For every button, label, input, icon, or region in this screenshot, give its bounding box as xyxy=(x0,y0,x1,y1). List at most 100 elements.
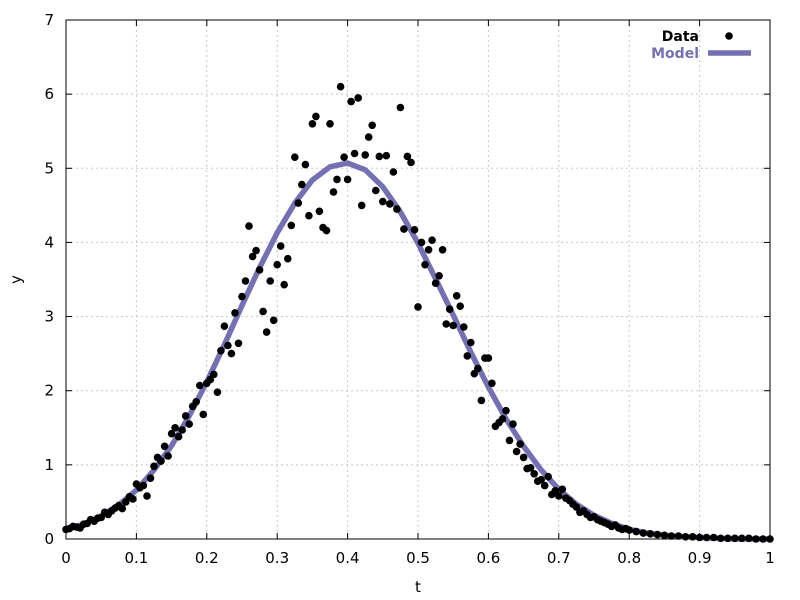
data-point xyxy=(526,464,535,472)
data-point xyxy=(414,303,422,311)
data-point xyxy=(695,533,704,542)
data-point xyxy=(702,533,711,542)
data-point xyxy=(357,201,366,210)
legend-data-marker xyxy=(725,32,733,40)
data-point xyxy=(157,457,165,465)
data-point xyxy=(266,277,275,285)
data-point xyxy=(224,341,232,350)
data-point xyxy=(333,175,341,184)
data-point xyxy=(667,532,676,540)
data-point xyxy=(660,531,669,540)
data-point xyxy=(364,133,373,141)
data-point xyxy=(196,381,204,390)
data-point xyxy=(252,246,260,255)
data-point xyxy=(417,238,426,247)
data-point xyxy=(477,396,486,405)
data-point xyxy=(498,415,507,423)
data-point xyxy=(530,470,538,478)
data-point xyxy=(421,260,429,269)
data-point xyxy=(375,152,384,161)
y-tick-label: 3 xyxy=(44,308,54,326)
data-point xyxy=(674,532,683,540)
data-point xyxy=(305,211,313,220)
data-point xyxy=(653,530,662,539)
data-point xyxy=(558,485,567,494)
x-tick-label: 0.3 xyxy=(265,549,289,567)
data-point xyxy=(210,370,218,379)
data-point xyxy=(146,474,155,483)
data-point xyxy=(312,112,320,121)
data-point xyxy=(759,535,767,543)
data-point xyxy=(509,420,517,428)
data-point xyxy=(709,533,718,542)
data-point xyxy=(372,186,380,195)
data-point xyxy=(227,349,236,358)
data-point xyxy=(139,481,148,490)
data-point xyxy=(241,277,250,285)
data-point xyxy=(336,82,345,91)
data-point xyxy=(766,535,774,543)
x-tick-label: 0.2 xyxy=(195,549,219,567)
data-point xyxy=(555,492,563,500)
x-tick-label: 0.7 xyxy=(547,549,571,567)
data-point xyxy=(396,103,405,112)
data-point xyxy=(428,236,436,244)
x-tick-label: 0.6 xyxy=(476,549,500,567)
data-point xyxy=(217,346,225,355)
data-point xyxy=(379,197,387,206)
data-point xyxy=(164,452,172,460)
data-point xyxy=(519,453,528,462)
data-point xyxy=(407,158,415,167)
data-point xyxy=(745,534,753,543)
data-point xyxy=(540,481,549,490)
data-point xyxy=(167,429,176,438)
data-point xyxy=(752,535,760,543)
data-point xyxy=(350,149,359,158)
data-point xyxy=(294,199,303,207)
data-point xyxy=(716,534,725,543)
data-point xyxy=(178,426,186,434)
data-point xyxy=(516,440,524,448)
data-point xyxy=(435,272,443,280)
data-point xyxy=(259,307,267,316)
data-point xyxy=(118,504,127,513)
data-point xyxy=(181,412,190,420)
data-point xyxy=(347,97,355,106)
data-point xyxy=(322,226,331,235)
data-point xyxy=(273,260,282,269)
data-point xyxy=(681,533,690,541)
data-point xyxy=(688,533,697,541)
data-point xyxy=(160,442,169,451)
data-point xyxy=(150,462,158,471)
data-point xyxy=(639,529,648,537)
data-point xyxy=(276,242,285,250)
data-point xyxy=(463,352,472,360)
data-point xyxy=(174,432,183,441)
x-tick-label: 0.5 xyxy=(406,549,430,567)
data-point xyxy=(354,94,363,102)
data-point xyxy=(340,153,348,161)
data-point xyxy=(445,305,454,314)
data-point xyxy=(442,320,451,328)
y-tick-label: 4 xyxy=(44,233,54,251)
data-point xyxy=(449,321,458,330)
data-point xyxy=(291,153,299,161)
data-point xyxy=(452,292,461,300)
data-point xyxy=(738,534,746,543)
data-point xyxy=(213,388,222,397)
data-point xyxy=(262,328,271,336)
x-tick-label: 0.4 xyxy=(336,549,360,567)
data-point xyxy=(731,534,739,543)
x-tick-label: 0.8 xyxy=(617,549,641,567)
data-point xyxy=(231,309,239,317)
data-point xyxy=(632,527,640,536)
data-point xyxy=(301,160,310,169)
data-point xyxy=(467,338,475,347)
data-point xyxy=(248,252,257,261)
y-tick-label: 5 xyxy=(44,159,54,177)
y-tick-label: 6 xyxy=(44,85,54,103)
data-point xyxy=(171,424,179,432)
data-point xyxy=(129,495,137,503)
data-point xyxy=(488,379,496,388)
y-tick-label: 1 xyxy=(44,456,54,474)
